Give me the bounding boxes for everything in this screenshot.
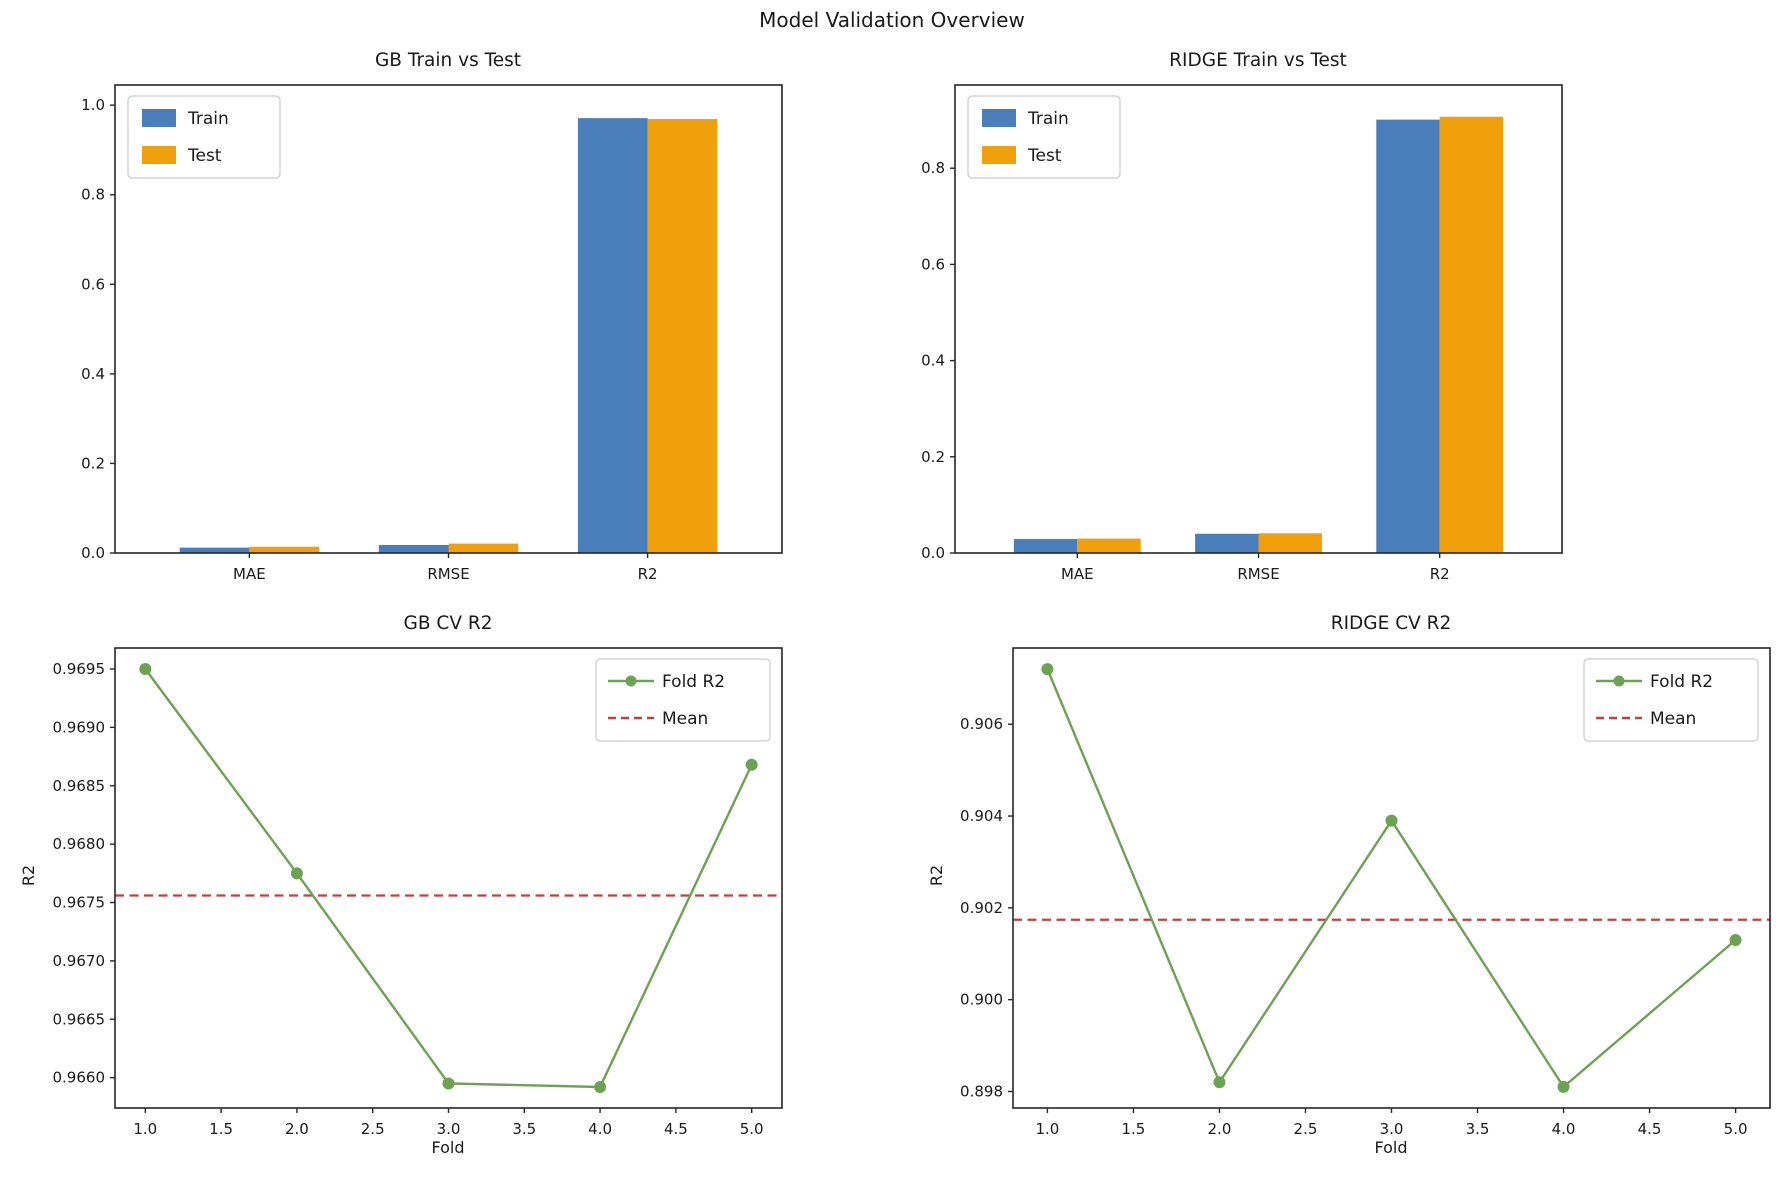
gb_cv-ytick-label: 0.9690 [53, 718, 106, 736]
gb_bar-legend-swatch-test [142, 146, 176, 164]
ridge_bar-ytick-label: 0.4 [921, 352, 945, 370]
gb_bar-xtick-label: RMSE [427, 565, 469, 583]
ridge_cv-legend-marker-sample [1613, 675, 1625, 687]
ridge_cv-ytick-label: 0.900 [960, 991, 1003, 1009]
gb_bar-bar-test-r2 [647, 119, 718, 553]
figure-title: Model Validation Overview [759, 8, 1025, 32]
gb_cv-ytick-label: 0.9680 [53, 835, 106, 853]
gb_bar-ytick-label: 0.0 [81, 544, 105, 562]
ridge_cv-xtick-label: 4.0 [1552, 1120, 1576, 1138]
gb_cv-xtick-label: 3.0 [437, 1120, 461, 1138]
ridge_cv-ytick-label: 0.906 [960, 715, 1003, 733]
gb_bar-bar-train-rmse [378, 544, 449, 553]
ridge_cv-point-fold-5 [1729, 933, 1742, 946]
ridge_bar-ytick-label: 0.2 [921, 448, 945, 466]
ridge_bar-xtick-label: MAE [1061, 565, 1094, 583]
gb_bar-legend-label: Train [187, 109, 229, 129]
gb_bar-bar-train-mae [179, 547, 250, 553]
gb_bar-bar-train-r2 [577, 118, 648, 553]
gb_cv-xtick-label: 2.0 [285, 1120, 309, 1138]
gb_cv-legend-box [595, 658, 771, 742]
ridge_bar-bar-test-rmse [1258, 533, 1322, 553]
gb_cv-ytick-label: 0.9665 [53, 1010, 106, 1028]
gb_cv-ytick-label: 0.9685 [53, 777, 106, 795]
gb_cv-xtick-label: 1.5 [209, 1120, 233, 1138]
ridge-cv-title: RIDGE CV R2 [1330, 613, 1452, 634]
gb_cv-point-fold-4 [594, 1080, 607, 1093]
ridge_bar-xtick-label: R2 [1430, 565, 1450, 583]
ridge-bar-title: RIDGE Train vs Test [1169, 50, 1347, 71]
gb_bar-ytick-label: 0.2 [81, 454, 105, 472]
ridge_cv-xtick-label: 3.0 [1380, 1120, 1404, 1138]
gb-cv-title: GB CV R2 [403, 613, 493, 634]
ridge_cv-xtick-label: 3.5 [1466, 1120, 1490, 1138]
ridge_cv-axes-frame [1012, 647, 1771, 1109]
gb_bar-legend-swatch-train [142, 109, 176, 127]
ridge_cv-xtick-label: 2.0 [1208, 1120, 1232, 1138]
gb_cv-ytick-label: 0.9675 [53, 894, 106, 912]
ridge_cv-legend-label: Fold R2 [1650, 672, 1713, 692]
ridge_cv-xtick-label: 4.5 [1638, 1120, 1662, 1138]
ridge_bar-ytick-label: 0.8 [921, 159, 945, 177]
gb_cv-point-fold-5 [745, 758, 758, 771]
ridge_bar-bar-train-rmse [1195, 533, 1259, 553]
gb_cv-point-fold-3 [442, 1077, 455, 1090]
ridge_cv-xtick-label: 1.5 [1122, 1120, 1146, 1138]
gb_bar-bar-test-rmse [448, 543, 519, 553]
gb_cv-axes-frame [114, 647, 783, 1109]
gb_cv-xtick-label: 5.0 [740, 1120, 764, 1138]
ridge_bar-xtick-label: RMSE [1237, 565, 1279, 583]
ridge_cv-point-fold-2 [1213, 1076, 1226, 1089]
gb_cv-point-fold-1 [139, 663, 152, 676]
ridge_cv-xtick-label: 2.5 [1294, 1120, 1318, 1138]
gb_bar-xtick-label: MAE [233, 565, 266, 583]
ridge_bar-legend-label: Train [1027, 109, 1069, 129]
ridge_cv-point-fold-1 [1041, 663, 1054, 676]
gb_cv-xtick-label: 4.0 [588, 1120, 612, 1138]
ridge_bar-axes-frame [954, 84, 1563, 554]
gb_cv-xtick-label: 1.0 [133, 1120, 157, 1138]
gb-bar-title: GB Train vs Test [374, 50, 522, 71]
ridge_bar-legend-swatch-train [982, 109, 1016, 127]
ridge_cv-xtick-label: 5.0 [1724, 1120, 1748, 1138]
ridge_cv-ytick-label: 0.902 [960, 899, 1003, 917]
gb_bar-ytick-label: 0.4 [81, 365, 105, 383]
gb_cv-xtick-label: 3.5 [512, 1120, 536, 1138]
gb_cv-xtick-label: 2.5 [361, 1120, 385, 1138]
ridge_cv-legend-label: Mean [1650, 709, 1696, 729]
gb_bar-xtick-label: R2 [638, 565, 658, 583]
gb_bar-ytick-label: 1.0 [81, 96, 105, 114]
ridge_bar-ytick-label: 0.6 [921, 255, 945, 273]
gb_cv-point-fold-2 [290, 867, 303, 880]
ridge_bar-bar-train-mae [1013, 539, 1078, 553]
ridge_cv-ytick-label: 0.904 [960, 807, 1003, 825]
gb_bar-ytick-label: 0.6 [81, 275, 105, 293]
ridge_bar-bar-test-mae [1077, 538, 1141, 553]
gb_cv-ytick-label: 0.9660 [53, 1069, 106, 1087]
ridge_bar-legend-swatch-test [982, 146, 1016, 164]
ridge_bar-bar-train-r2 [1376, 119, 1440, 553]
gb_bar-ytick-label: 0.8 [81, 186, 105, 204]
ridge_cv-legend-box [1583, 658, 1759, 742]
ridge_cv-ytick-label: 0.898 [960, 1082, 1003, 1100]
gb_cv-xtick-label: 4.5 [664, 1120, 688, 1138]
gb-cv-xlabel: Fold [431, 1138, 465, 1157]
ridge_cv-point-fold-4 [1557, 1080, 1570, 1093]
gb_bar-legend-label: Test [187, 146, 222, 166]
gb_cv-ytick-label: 0.9670 [53, 952, 106, 970]
gb_cv-legend-marker-sample [625, 675, 637, 687]
gb_bar-bar-test-mae [249, 546, 320, 553]
gb_bar-axes-frame [114, 84, 783, 554]
gb_cv-legend-label: Mean [662, 709, 708, 729]
ridge_cv-xtick-label: 1.0 [1035, 1120, 1059, 1138]
gb_cv-ytick-label: 0.9695 [53, 660, 106, 678]
ridge_bar-bar-test-r2 [1439, 116, 1504, 553]
gb_cv-legend-label: Fold R2 [662, 672, 725, 692]
ridge_bar-legend-label: Test [1027, 146, 1062, 166]
ridge-cv-xlabel: Fold [1374, 1138, 1408, 1157]
ridge_cv-point-fold-3 [1385, 814, 1398, 827]
ridge_bar-ytick-label: 0.0 [921, 544, 945, 562]
